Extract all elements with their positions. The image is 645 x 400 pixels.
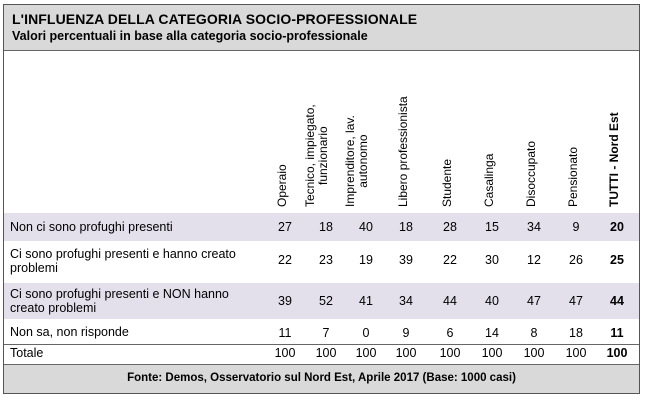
table-cell: 9 (402, 326, 410, 340)
column-header: TUTTI - Nord Est (595, 55, 639, 215)
table-cell: 100 (439, 346, 461, 360)
table-cell: 47 (527, 294, 541, 308)
table-cell: 100 (395, 346, 417, 360)
row-label: Ci sono profughi presenti e NON hanno cr… (10, 287, 229, 315)
table-cell: 18 (319, 220, 333, 234)
table-cell: 39 (278, 294, 292, 308)
total-row: Totale 100 100 100 100 100 100 100 100 100 (4, 344, 639, 362)
table-cell: 40 (359, 220, 373, 234)
column-header-line: Disoccupato (524, 140, 538, 207)
table-cell: 100 (481, 346, 503, 360)
column-header-line: Operaio (275, 164, 289, 207)
table-cell: 26 (569, 253, 583, 267)
table-cell: 52 (319, 294, 333, 308)
column-header-line: autonomo (356, 134, 370, 188)
column-header-line: Studente (440, 158, 454, 207)
table-cell: 12 (527, 253, 541, 267)
column-header-label: Disoccupato (524, 141, 538, 207)
table-cell: 100 (274, 346, 296, 360)
table-cell: 41 (359, 294, 373, 308)
table-cell: 22 (278, 253, 292, 267)
column-header-label: Casalinga (482, 154, 496, 207)
table-cell: 23 (319, 253, 333, 267)
table-cell: 11 (278, 326, 292, 340)
table-title: L'INFLUENZA DELLA CATEGORIA SOCIO-PROFES… (12, 11, 418, 27)
table-cell: 18 (399, 220, 413, 234)
table-row: Ci sono profughi presenti e hanno creato… (4, 243, 639, 281)
table-cell: 22 (443, 253, 457, 267)
table-cell: 100 (565, 346, 587, 360)
column-header-line: Pensionato (566, 146, 580, 207)
table-frame: L'INFLUENZA DELLA CATEGORIA SOCIO-PROFES… (3, 4, 640, 394)
table-cell: 44 (610, 294, 624, 308)
column-header: Disoccupato (512, 55, 556, 215)
column-header-label: Imprenditore, lav. autonomo (343, 115, 370, 207)
table-cell: 15 (485, 220, 499, 234)
table-subtitle: Valori percentuali in base alla categori… (12, 29, 368, 43)
table-cell: 27 (278, 220, 292, 234)
column-header: Tecnico, impiegato, funzionario (303, 55, 348, 215)
table-cell: 34 (399, 294, 413, 308)
table-row: Ci sono profughi presenti e NON hanno cr… (4, 283, 639, 319)
table-cell: 40 (485, 294, 499, 308)
table-cell: 100 (355, 346, 377, 360)
column-headers: Operaio Tecnico, impiegato, funzionario Imp… (4, 51, 639, 215)
table-cell: 18 (569, 326, 583, 340)
column-header-label: Pensionato (566, 147, 580, 207)
table-cell: 47 (569, 294, 583, 308)
table-cell: 34 (527, 220, 541, 234)
table-cell: 20 (610, 220, 624, 234)
column-header-label: Tecnico, impiegato, funzionario (303, 104, 330, 207)
row-label: Ci sono profughi presenti e hanno creato… (10, 247, 236, 275)
column-header-label: Operaio (275, 164, 289, 207)
title-band: L'INFLUENZA DELLA CATEGORIA SOCIO-PROFES… (4, 5, 639, 50)
table-row: Non sa, non risponde 11 7 0 9 6 14 8 18 11 (4, 321, 639, 342)
column-header: Operaio (263, 55, 307, 215)
table-row: Non ci sono profughi presenti 27 18 40 18 28 1… (4, 213, 639, 241)
column-header-line: Libero professionista (396, 96, 410, 207)
column-header-label: TUTTI - Nord Est (607, 112, 621, 207)
column-header-label: Libero professionista (396, 96, 410, 207)
column-header: Casalinga (470, 55, 514, 215)
table-cell: 39 (399, 253, 413, 267)
column-header: Studente (428, 55, 472, 215)
table-cell: 7 (322, 326, 330, 340)
row-label: Totale (10, 346, 44, 360)
column-header-label: Studente (440, 159, 454, 207)
row-label: Non ci sono profughi presenti (10, 220, 173, 234)
table-cell: 30 (485, 253, 499, 267)
row-label: Non sa, non risponde (10, 325, 129, 339)
title-divider (4, 50, 639, 51)
table-cell: 11 (610, 326, 624, 340)
table-cell: 8 (530, 326, 538, 340)
table-cell: 14 (485, 326, 499, 340)
table-cell: 25 (610, 253, 624, 267)
table-footer: Fonte: Demos, Osservatorio sul Nord Est,… (4, 364, 639, 393)
column-header-line: Casalinga (482, 153, 496, 207)
table-cell: 9 (572, 220, 580, 234)
source-note: Fonte: Demos, Osservatorio sul Nord Est,… (127, 372, 516, 384)
table-cell: 44 (443, 294, 457, 308)
table-cell: 19 (359, 253, 373, 267)
column-header: Pensionato (554, 55, 598, 215)
table-cell: 6 (446, 326, 454, 340)
column-header-line: funzionario (316, 126, 330, 185)
table-cell: 0 (362, 326, 370, 340)
table-cell: 100 (606, 346, 628, 360)
column-header: Libero professionista (384, 55, 428, 215)
table-cell: 100 (523, 346, 545, 360)
column-header-line: TUTTI - Nord Est (607, 112, 621, 207)
column-header: Imprenditore, lav. autonomo (343, 55, 388, 215)
table-cell: 100 (315, 346, 337, 360)
table-cell: 28 (443, 220, 457, 234)
